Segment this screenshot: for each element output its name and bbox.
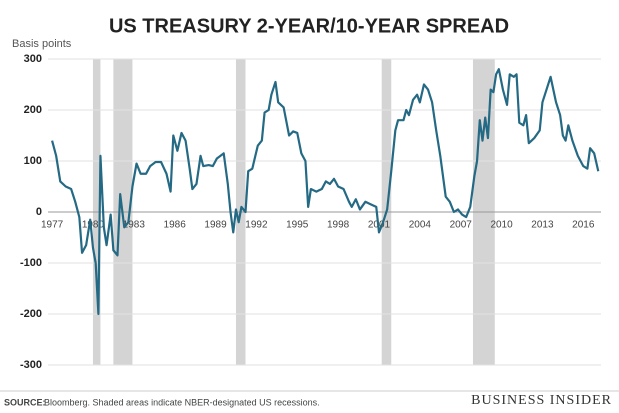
brand-logo: BUSINESS INSIDER (471, 393, 612, 408)
x-tick-label: 1992 (245, 220, 268, 231)
x-tick-label: 2007 (450, 220, 473, 231)
x-tick-label: 1986 (164, 220, 187, 231)
chart-title: US TREASURY 2-YEAR/10-YEAR SPREAD (109, 15, 509, 37)
spread-line (51, 68, 600, 316)
x-tick-label: 2010 (490, 220, 513, 231)
x-tick-label: 1977 (41, 220, 64, 231)
x-tick-label: 1989 (204, 220, 227, 231)
y-tick-label: -100 (20, 257, 42, 269)
source-text: Bloomberg. Shaded areas indicate NBER-de… (44, 397, 320, 407)
x-tick-label: 1980 (82, 220, 105, 231)
y-tick-label: -300 (20, 359, 42, 371)
y-axis-label: Basis points (12, 38, 72, 50)
y-tick-label: 300 (24, 53, 42, 65)
x-tick-label: 2013 (531, 220, 554, 231)
x-tick-label: 2016 (572, 220, 595, 231)
x-tick-label: 1983 (123, 220, 146, 231)
y-tick-label: -200 (20, 308, 42, 320)
source-label: SOURCE: (4, 397, 46, 407)
x-tick-label: 1998 (327, 220, 350, 231)
x-tick-label: 1995 (286, 220, 309, 231)
y-tick-label: 200 (24, 104, 42, 116)
plot-area: -300 -200 -100 0 100 200 300 1977 1980 1983 1986 19… (20, 53, 601, 371)
y-tick-label: 100 (24, 155, 42, 167)
x-tick-label: 2004 (409, 220, 432, 231)
y-tick-label: 0 (36, 206, 42, 218)
